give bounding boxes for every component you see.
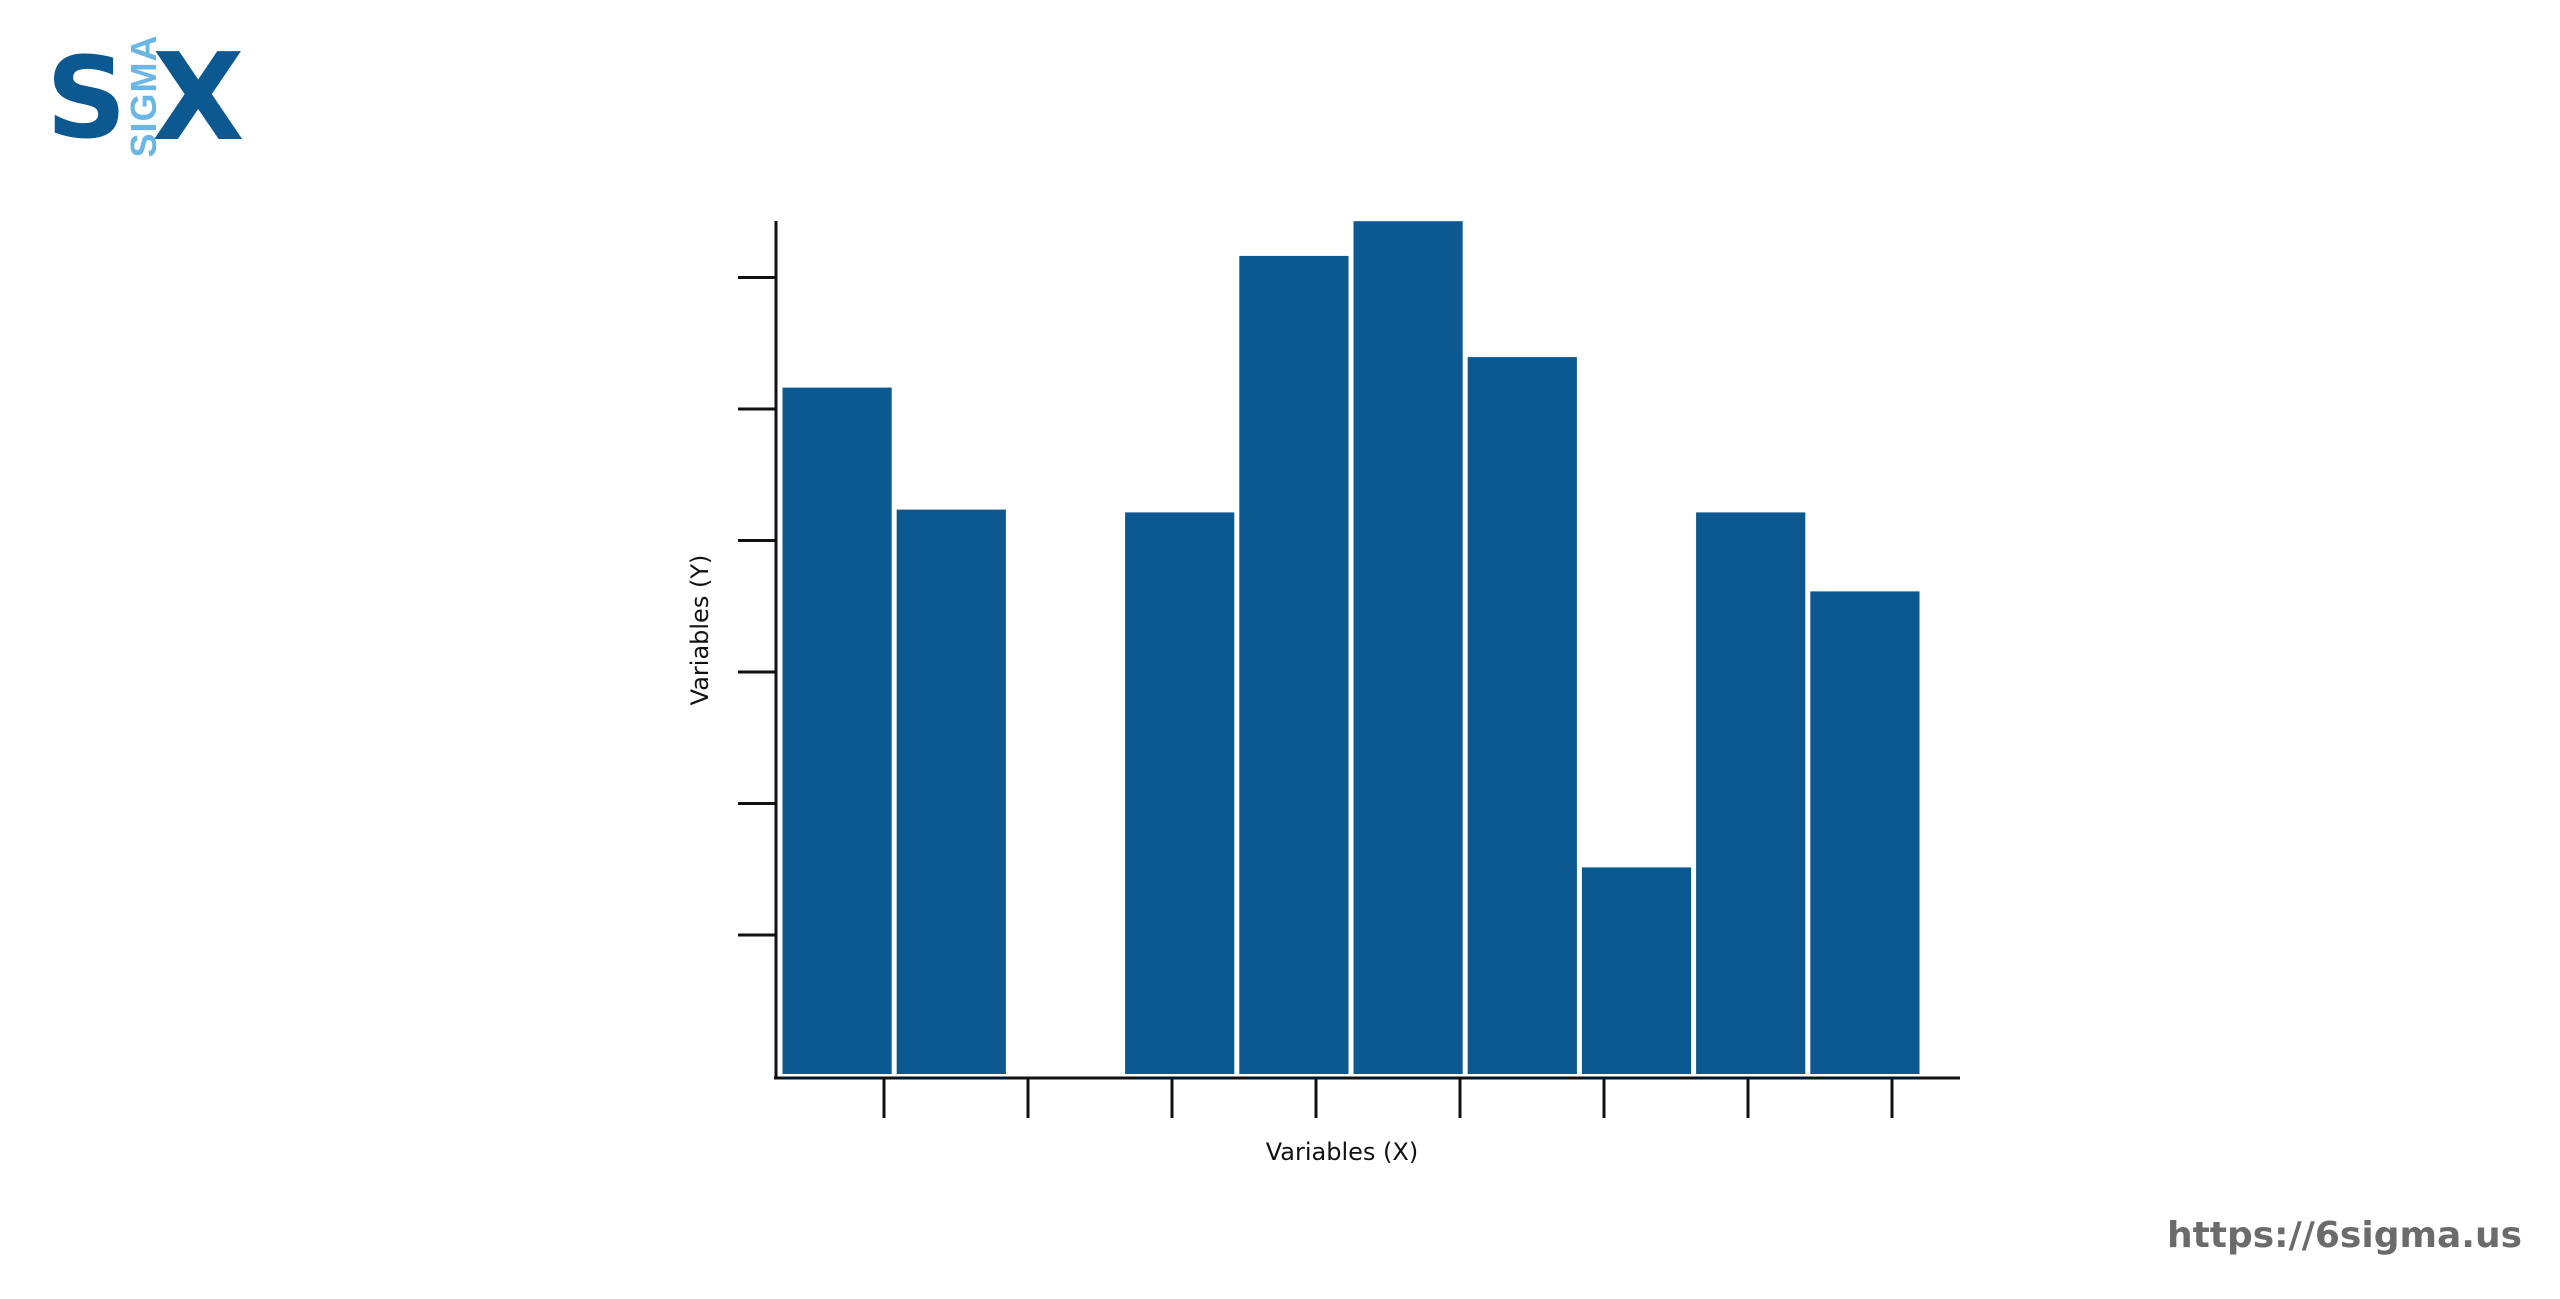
bar-2 (896, 509, 1006, 1075)
bar-5 (1239, 255, 1349, 1074)
bar-8 (1581, 867, 1692, 1074)
bar-4 (1125, 512, 1235, 1074)
brand-logo: S SIGMA X (46, 29, 256, 168)
bar-7 (1467, 357, 1577, 1075)
y-ticks-group (738, 276, 776, 937)
logo-letter-s: S (46, 34, 127, 164)
logo-letter-x: X (152, 29, 245, 168)
bar-9 (1696, 512, 1806, 1074)
bars-group (782, 221, 1920, 1075)
x-axis-label: Variables (X) (1266, 1138, 1418, 1166)
bar-10 (1810, 591, 1920, 1074)
bar-1 (782, 387, 892, 1075)
x-ticks-group (882, 1078, 1894, 1118)
site-url: https://6sigma.us (2166, 1215, 2522, 1256)
bar-6 (1353, 221, 1463, 1074)
y-axis-label: Variables (Y) (686, 555, 714, 706)
